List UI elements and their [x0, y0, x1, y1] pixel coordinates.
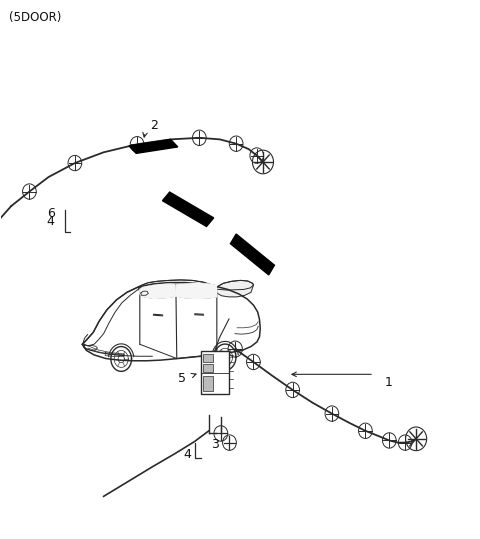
- Bar: [203, 364, 213, 372]
- Text: 6: 6: [47, 206, 55, 219]
- Polygon shape: [162, 192, 214, 226]
- Text: (5DOOR): (5DOOR): [9, 11, 62, 24]
- Polygon shape: [129, 140, 178, 154]
- Text: 1: 1: [384, 376, 392, 389]
- Polygon shape: [139, 280, 216, 296]
- Bar: [201, 351, 228, 394]
- Text: 3: 3: [211, 438, 219, 451]
- Polygon shape: [230, 234, 275, 275]
- Bar: [203, 376, 213, 391]
- Polygon shape: [176, 284, 217, 299]
- Text: 4: 4: [183, 448, 192, 461]
- Text: 4: 4: [46, 215, 54, 227]
- Polygon shape: [140, 284, 176, 299]
- Text: 2: 2: [150, 119, 158, 132]
- Bar: [203, 354, 213, 362]
- Text: 5: 5: [178, 371, 186, 385]
- Polygon shape: [139, 280, 253, 290]
- Polygon shape: [216, 280, 253, 297]
- Polygon shape: [83, 282, 260, 361]
